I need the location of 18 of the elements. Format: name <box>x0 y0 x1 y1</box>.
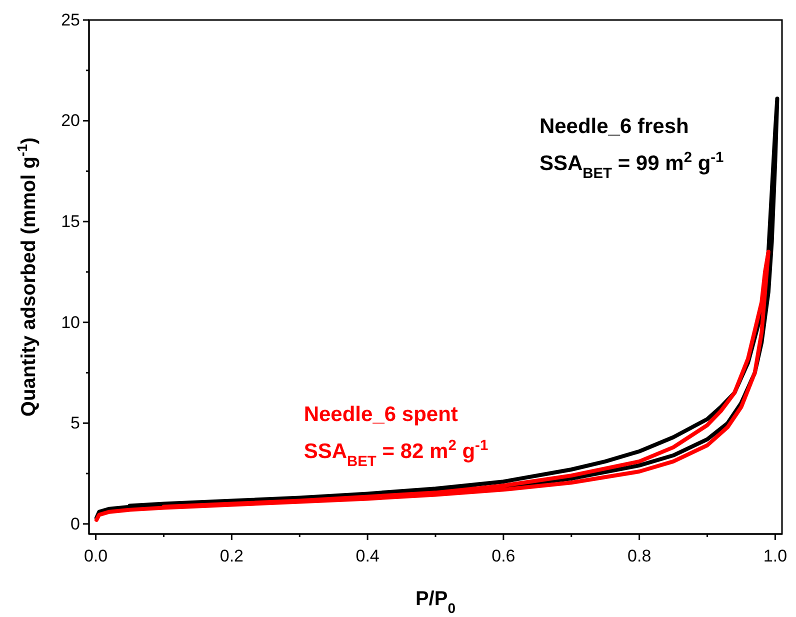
x-axis-title: P/P$_{0}$ <box>415 588 456 616</box>
x-tick-label: 0.0 <box>84 546 108 566</box>
y-tick-label: 15 <box>61 212 80 232</box>
x-tick-label: 0.2 <box>220 546 244 566</box>
line-series <box>94 250 770 522</box>
x-tick-label: 0.6 <box>492 546 516 566</box>
x-tick-label: 0.8 <box>628 546 652 566</box>
y-tick-label: 0 <box>70 514 80 534</box>
annotation: SSA$_{BET}$ = 99 m$^{2}$ g$^{-1}$ <box>539 150 724 182</box>
y-tick-label: 20 <box>61 111 80 130</box>
x-tick-label: 0.4 <box>356 546 380 566</box>
annotation: SSA$_{BET}$ = 82 m$^{2}$ g$^{-1}$ <box>304 438 488 470</box>
x-tick-label: 1.0 <box>763 546 788 566</box>
y-tick-label: 5 <box>70 414 80 433</box>
text: Needle_6 fresh <box>539 115 689 138</box>
y-tick-label: 25 <box>61 10 80 30</box>
y-tick-label: 10 <box>61 312 80 332</box>
text: Needle_6 spent <box>304 402 458 426</box>
